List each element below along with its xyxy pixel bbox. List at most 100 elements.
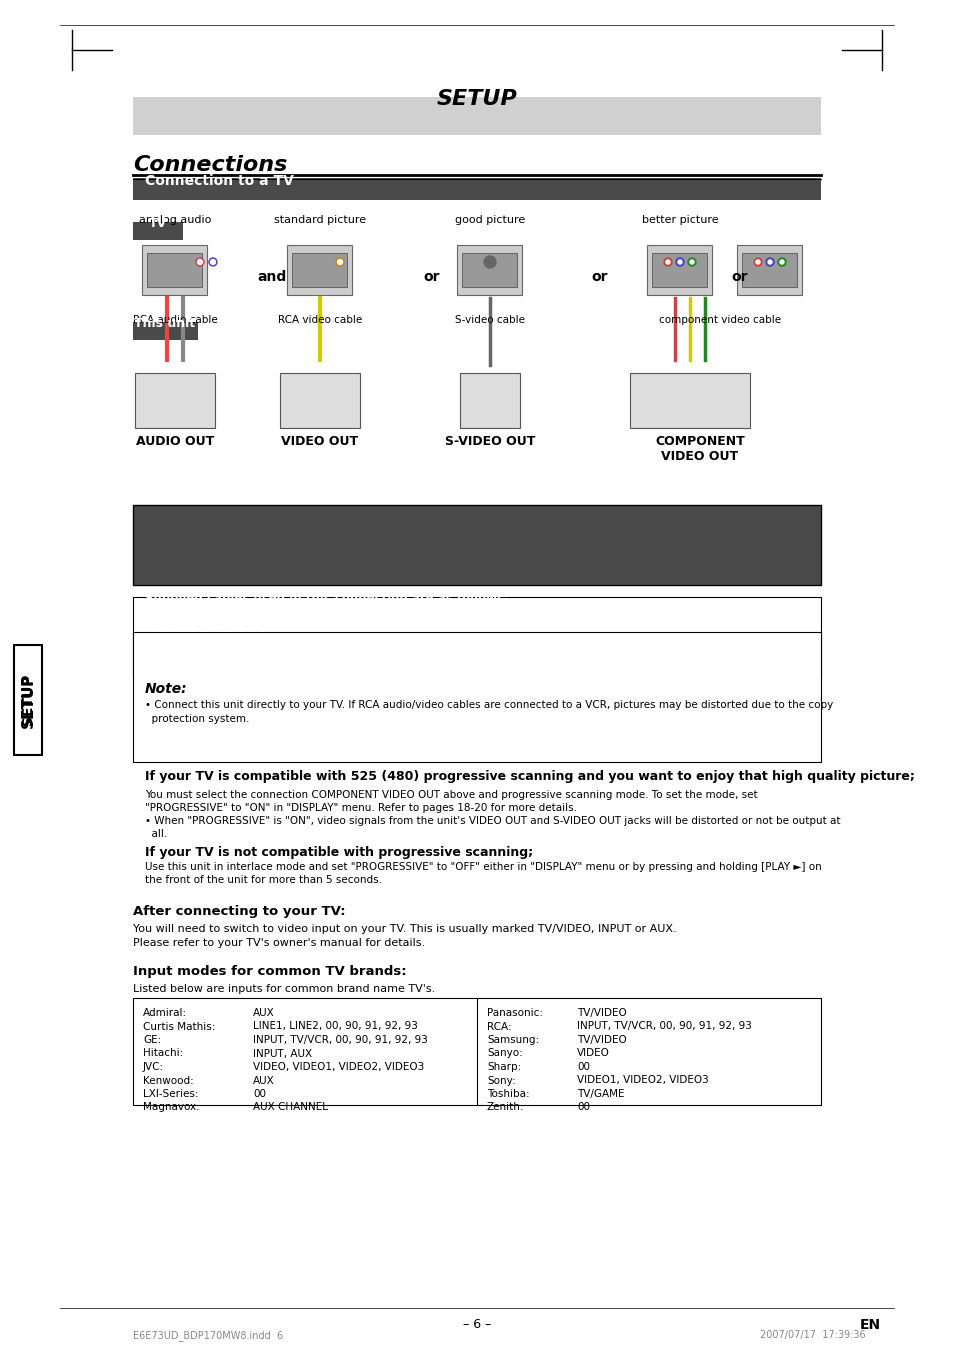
Text: 00: 00 (253, 1089, 266, 1098)
Text: TV: TV (149, 218, 167, 230)
Text: RCA:: RCA: (486, 1021, 511, 1032)
Bar (132, 178, 821, 200)
Text: Sony:: Sony: (486, 1075, 515, 1085)
Text: TV/GAME: TV/GAME (577, 1089, 624, 1098)
Text: SETUP: SETUP (20, 673, 35, 728)
Text: VIDEO OUT: VIDEO OUT (281, 435, 358, 449)
Bar (293, 253, 347, 286)
Text: Hitachi:: Hitachi: (143, 1048, 183, 1058)
Text: Magnavox:: Magnavox: (143, 1102, 199, 1112)
Text: LXI-Series:: LXI-Series: (143, 1089, 198, 1098)
Text: SETUP: SETUP (436, 89, 517, 109)
Text: and: and (257, 270, 286, 284)
Text: EN: EN (859, 1319, 880, 1332)
Text: AUX CHANNEL: AUX CHANNEL (253, 1102, 328, 1112)
Text: Sanyo:: Sanyo: (486, 1048, 522, 1058)
Text: • RCA video cable x 1: • RCA video cable x 1 (145, 624, 266, 634)
Bar (132, 632, 821, 762)
Bar (135, 373, 214, 427)
Text: RCA audio cable: RCA audio cable (132, 315, 217, 326)
Text: better picture: better picture (641, 215, 718, 226)
Text: the front of the unit for more than 5 seconds.: the front of the unit for more than 5 se… (145, 875, 381, 885)
Circle shape (211, 259, 215, 265)
Circle shape (335, 258, 344, 266)
Text: Please purchase the rest of the necessary cables at your local store.: Please purchase the rest of the necessar… (145, 638, 526, 648)
Text: You will need to switch to video input on your TV. This is usually marked TV/VID: You will need to switch to video input o… (132, 924, 676, 934)
Text: Toshiba:: Toshiba: (486, 1089, 529, 1098)
Text: If your TV is not compatible with progressive scanning;: If your TV is not compatible with progre… (145, 846, 533, 859)
Text: E6E73UD_BDP170MW8.indd  6: E6E73UD_BDP170MW8.indd 6 (132, 1329, 283, 1342)
Text: Connections: Connections (132, 155, 287, 176)
Circle shape (780, 259, 783, 263)
Circle shape (755, 259, 760, 263)
Circle shape (753, 258, 761, 266)
Text: GE:: GE: (143, 1035, 161, 1046)
Bar (132, 322, 198, 340)
Circle shape (663, 258, 671, 266)
Text: or: or (731, 270, 747, 284)
Bar (741, 253, 797, 286)
Text: VIDEO: VIDEO (577, 1048, 609, 1058)
Text: all.: all. (145, 830, 167, 839)
Text: AUDIO OUT: AUDIO OUT (135, 435, 213, 449)
Text: VIDEO, VIDEO1, VIDEO2, VIDEO3: VIDEO, VIDEO1, VIDEO2, VIDEO3 (253, 1062, 424, 1071)
Text: Listed below are inputs for common brand name TV's.: Listed below are inputs for common brand… (132, 984, 435, 994)
Text: AUX: AUX (253, 1008, 274, 1019)
Text: Use this unit in interlace mode and set "PROGRESSIVE" to "OFF" either in "DISPLA: Use this unit in interlace mode and set … (145, 862, 821, 871)
Text: TV/VIDEO: TV/VIDEO (577, 1008, 626, 1019)
Text: analog audio: analog audio (139, 215, 211, 226)
Bar (132, 222, 183, 240)
Bar (459, 373, 519, 427)
Bar (647, 245, 712, 295)
Text: 2007/07/17  17:39:36: 2007/07/17 17:39:36 (760, 1329, 864, 1340)
Text: Note:: Note: (145, 682, 188, 696)
Bar (132, 597, 821, 676)
Circle shape (689, 259, 693, 263)
Text: • RCA audio cable (L/R) x 1: • RCA audio cable (L/R) x 1 (145, 611, 296, 620)
Text: SETUP: SETUP (21, 674, 35, 725)
Text: You must select the connection COMPONENT VIDEO OUT above and progressive scannin: You must select the connection COMPONENT… (145, 790, 757, 800)
Text: JVC:: JVC: (143, 1062, 164, 1071)
Text: RCA video cable: RCA video cable (277, 315, 362, 326)
Text: Input modes for common TV brands:: Input modes for common TV brands: (132, 965, 406, 978)
Circle shape (765, 258, 773, 266)
Bar (629, 373, 749, 427)
Text: INPUT, AUX: INPUT, AUX (253, 1048, 312, 1058)
Circle shape (687, 258, 696, 266)
Text: Sharp:: Sharp: (486, 1062, 520, 1071)
Text: Curtis Mathis:: Curtis Mathis: (143, 1021, 215, 1032)
Bar (148, 253, 202, 286)
Circle shape (483, 255, 496, 267)
Text: INPUT, TV/VCR, 00, 90, 91, 92, 93: INPUT, TV/VCR, 00, 90, 91, 92, 93 (577, 1021, 751, 1032)
Bar (132, 998, 821, 1105)
Bar (142, 245, 208, 295)
Text: Supplied cables used in this connection are as follows:: Supplied cables used in this connection … (145, 592, 508, 605)
Circle shape (678, 259, 681, 263)
Text: Panasonic:: Panasonic: (486, 1008, 542, 1019)
Text: or: or (423, 270, 439, 284)
Bar (652, 253, 707, 286)
Text: or: or (591, 270, 608, 284)
Text: good picture: good picture (455, 215, 524, 226)
Text: component video cable: component video cable (659, 315, 781, 326)
Text: protection system.: protection system. (145, 713, 249, 724)
Text: This unit: This unit (134, 317, 195, 330)
Bar (132, 505, 821, 585)
Circle shape (778, 258, 785, 266)
Text: S-VIDEO OUT: S-VIDEO OUT (444, 435, 535, 449)
Circle shape (337, 259, 342, 265)
Text: If your TV is compatible with 525 (480) progressive scanning and you want to enj: If your TV is compatible with 525 (480) … (145, 770, 914, 784)
Text: Zenith:: Zenith: (486, 1102, 524, 1112)
Text: 00: 00 (577, 1102, 589, 1112)
Text: COMPONENT
VIDEO OUT: COMPONENT VIDEO OUT (655, 435, 744, 463)
Text: TV/VIDEO: TV/VIDEO (577, 1035, 626, 1046)
Text: Samsung:: Samsung: (486, 1035, 538, 1046)
Text: After connecting to your TV:: After connecting to your TV: (132, 905, 345, 917)
Bar (287, 245, 352, 295)
Text: Please refer to your TV's owner's manual for details.: Please refer to your TV's owner's manual… (132, 938, 425, 948)
Circle shape (676, 258, 683, 266)
Text: S-video cable: S-video cable (455, 315, 524, 326)
Text: standard picture: standard picture (274, 215, 366, 226)
Text: VIDEO1, VIDEO2, VIDEO3: VIDEO1, VIDEO2, VIDEO3 (577, 1075, 708, 1085)
Bar (132, 97, 821, 135)
